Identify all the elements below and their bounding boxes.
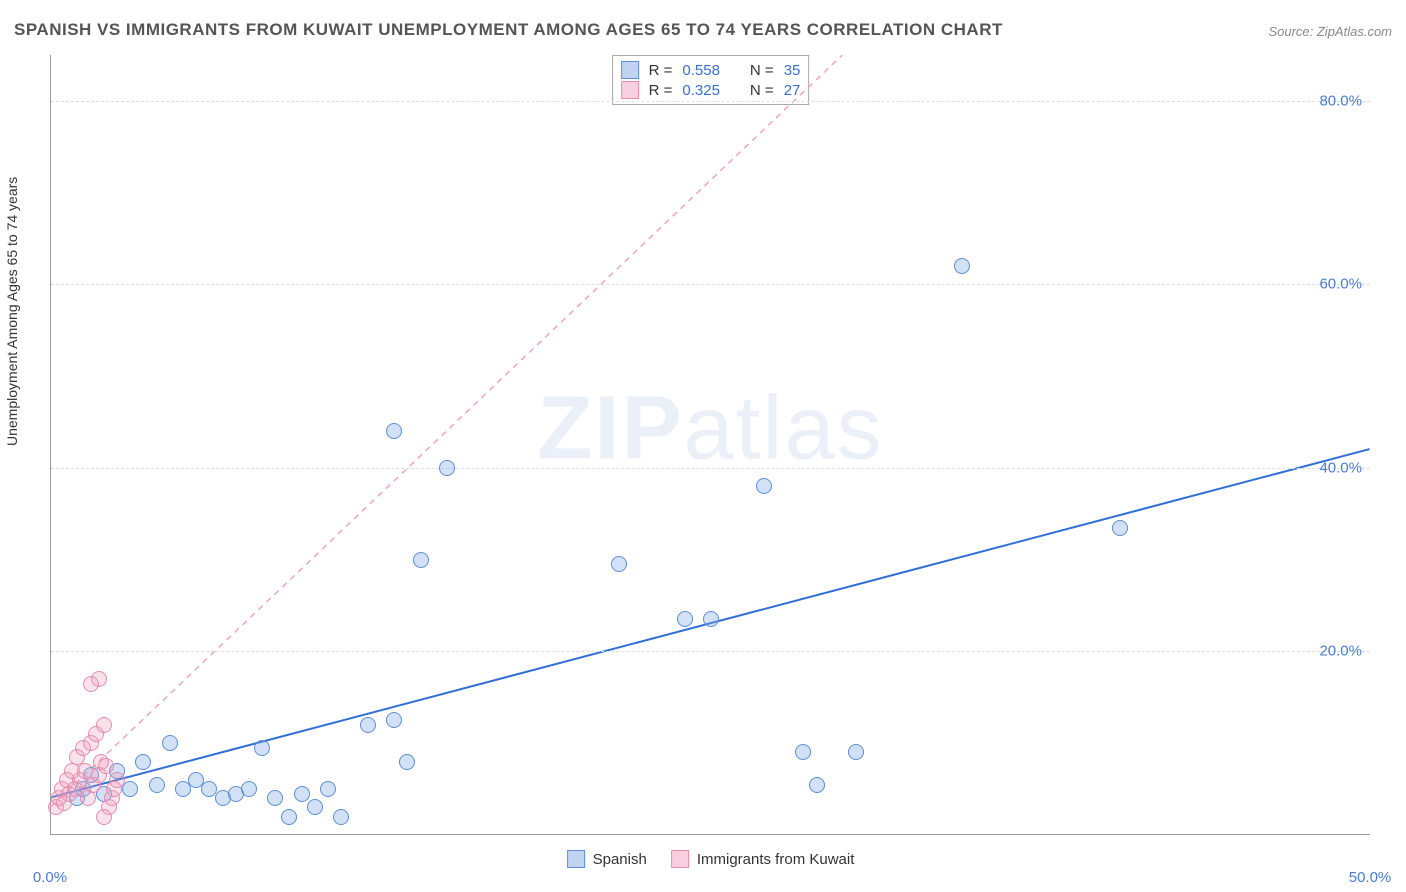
data-point	[386, 712, 402, 728]
gridline	[51, 284, 1370, 285]
swatch-icon	[671, 850, 689, 868]
data-point	[83, 676, 99, 692]
gridline	[51, 651, 1370, 652]
watermark: ZIPatlas	[537, 377, 883, 480]
data-point	[795, 744, 811, 760]
trend-lines	[51, 55, 1370, 834]
stats-row-spanish: R = 0.558 N = 35	[621, 60, 801, 80]
data-point	[413, 552, 429, 568]
data-point	[439, 460, 455, 476]
data-point	[1112, 520, 1128, 536]
gridline	[51, 101, 1370, 102]
data-point	[677, 611, 693, 627]
legend-item-spanish: Spanish	[567, 850, 647, 868]
data-point	[756, 478, 772, 494]
series-legend: Spanish Immigrants from Kuwait	[567, 850, 855, 868]
data-point	[611, 556, 627, 572]
correlation-stats-box: R = 0.558 N = 35 R = 0.325 N = 27	[612, 55, 810, 105]
data-point	[254, 740, 270, 756]
data-point	[267, 790, 283, 806]
swatch-icon	[621, 61, 639, 79]
gridline	[51, 468, 1370, 469]
swatch-icon	[567, 850, 585, 868]
source-credit: Source: ZipAtlas.com	[1268, 24, 1392, 39]
data-point	[333, 809, 349, 825]
data-point	[162, 735, 178, 751]
stats-row-kuwait: R = 0.325 N = 27	[621, 80, 801, 100]
data-point	[80, 790, 96, 806]
x-tick-label: 50.0%	[1349, 869, 1392, 886]
y-tick-label: 60.0%	[1319, 276, 1362, 293]
y-tick-label: 80.0%	[1319, 92, 1362, 109]
y-axis-label: Unemployment Among Ages 65 to 74 years	[4, 177, 20, 446]
chart-title: SPANISH VS IMMIGRANTS FROM KUWAIT UNEMPL…	[14, 20, 1003, 40]
data-point	[122, 781, 138, 797]
data-point	[703, 611, 719, 627]
data-point	[96, 809, 112, 825]
data-point	[399, 754, 415, 770]
chart-container: SPANISH VS IMMIGRANTS FROM KUWAIT UNEMPL…	[0, 0, 1406, 892]
data-point	[386, 423, 402, 439]
data-point	[954, 258, 970, 274]
swatch-icon	[621, 81, 639, 99]
y-tick-label: 20.0%	[1319, 643, 1362, 660]
data-point	[149, 777, 165, 793]
data-point	[241, 781, 257, 797]
data-point	[809, 777, 825, 793]
data-point	[98, 758, 114, 774]
data-point	[360, 717, 376, 733]
data-point	[281, 809, 297, 825]
data-point	[109, 772, 125, 788]
data-point	[320, 781, 336, 797]
data-point	[135, 754, 151, 770]
data-point	[96, 717, 112, 733]
x-tick-label: 0.0%	[33, 869, 67, 886]
data-point	[848, 744, 864, 760]
plot-area: ZIPatlas R = 0.558 N = 35 R = 0.325 N = …	[50, 55, 1370, 835]
y-tick-label: 40.0%	[1319, 459, 1362, 476]
data-point	[307, 799, 323, 815]
legend-item-kuwait: Immigrants from Kuwait	[671, 850, 855, 868]
data-point	[294, 786, 310, 802]
